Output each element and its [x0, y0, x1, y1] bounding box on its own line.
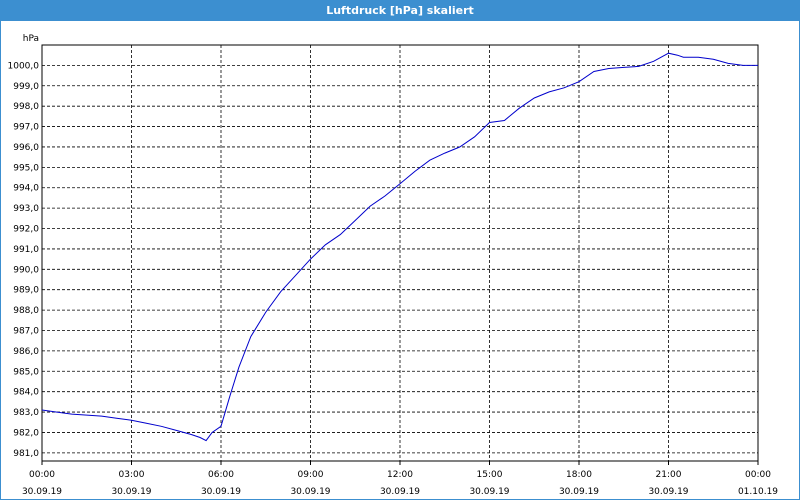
pressure-chart: 981,0 982,0 983,0 984,0 985,0 986,0 987,0 988,0… [8, 34, 779, 497]
y-tick-label: 983,0 [13, 408, 39, 418]
y-tick-label: 993,0 [13, 204, 39, 214]
x-tick-time: 06:00 [208, 470, 234, 480]
x-tick-time: 03:00 [119, 470, 145, 480]
x-tick-time: 15:00 [477, 470, 503, 480]
x-tick-time: 12:00 [387, 470, 413, 480]
x-tick-date: 30.09.19 [111, 487, 151, 497]
y-tick-label: 990,0 [13, 265, 39, 275]
x-tick-time: 00:00 [29, 470, 55, 480]
x-tick-labels: 00:00 30.09.19 03:00 30.09.19 06:00 30.09.19 0… [22, 470, 778, 497]
y-axis-label: hPa [23, 34, 39, 44]
grid [41, 45, 759, 465]
y-tick-label: 995,0 [13, 163, 39, 173]
y-tick-label: 997,0 [13, 123, 39, 133]
y-tick-label: 991,0 [13, 245, 39, 255]
series-line-pressure [41, 52, 758, 442]
y-tick-label: 985,0 [13, 367, 39, 377]
y-tick-label: 987,0 [13, 326, 39, 336]
x-tick-date: 30.09.19 [22, 487, 62, 497]
y-tick-label: 992,0 [13, 225, 39, 235]
x-tick-date: 30.09.19 [469, 487, 509, 497]
y-tick-label: 989,0 [13, 286, 39, 296]
y-tick-label: 988,0 [13, 306, 39, 316]
window-title: Luftdruck [hPa] skaliert [1, 1, 799, 21]
y-tick-label: 986,0 [13, 347, 39, 357]
x-tick-date: 30.09.19 [648, 487, 688, 497]
x-tick-time: 00:00 [745, 470, 771, 480]
x-tick-date: 30.09.19 [290, 487, 330, 497]
y-tick-label: 982,0 [13, 428, 39, 438]
x-tick-date: 30.09.19 [559, 487, 599, 497]
y-tick-label: 999,0 [13, 82, 39, 92]
x-tick-date: 30.09.19 [201, 487, 241, 497]
plot-frame [41, 44, 759, 462]
x-tick-time: 18:00 [566, 470, 592, 480]
x-tick-time: 09:00 [298, 470, 324, 480]
y-tick-label: 1000,0 [8, 61, 40, 71]
x-tick-time: 21:00 [656, 470, 682, 480]
y-tick-label: 998,0 [13, 102, 39, 112]
x-tick-date: 30.09.19 [380, 487, 420, 497]
y-tick-label: 984,0 [13, 388, 39, 398]
y-tick-label: 994,0 [13, 184, 39, 194]
y-tick-label: 996,0 [13, 143, 39, 153]
x-tick-date: 01.10.19 [738, 487, 778, 497]
y-tick-labels: 981,0 982,0 983,0 984,0 985,0 986,0 987,0 988,0… [8, 61, 40, 458]
y-tick-label: 981,0 [13, 449, 39, 459]
